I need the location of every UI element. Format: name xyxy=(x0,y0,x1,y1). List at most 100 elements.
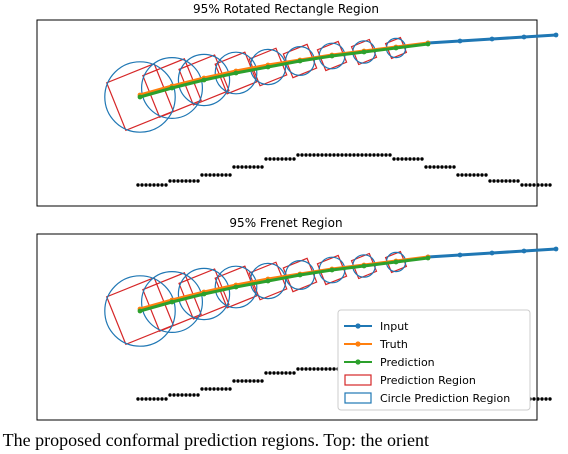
top-boundary-point xyxy=(144,183,148,187)
top-boundary-point xyxy=(268,157,272,161)
bottom-circle-region xyxy=(214,265,258,309)
bottom-boundary-point xyxy=(320,367,324,371)
top-boundary-point xyxy=(512,179,516,183)
top-boundary-point xyxy=(368,153,372,157)
top-boundary-point xyxy=(416,157,420,161)
bottom-boundary-point xyxy=(168,393,172,397)
bottom-boundary-point xyxy=(328,367,332,371)
bottom-boundary-point xyxy=(544,397,548,401)
top-boundary-point xyxy=(380,153,384,157)
bottom-point-prediction xyxy=(393,259,399,265)
bottom-boundary-point xyxy=(332,367,336,371)
top-boundary-point xyxy=(168,179,172,183)
top-boundary-point xyxy=(424,165,428,169)
bottom-boundary-point xyxy=(192,393,196,397)
bottom-rectangle-region xyxy=(282,257,318,293)
legend-input: Input xyxy=(344,320,409,333)
top-panel-axes xyxy=(36,19,538,207)
top-boundary-point xyxy=(348,153,352,157)
top-boundary-point xyxy=(324,153,328,157)
top-boundary-point xyxy=(316,153,320,157)
top-boundary-point xyxy=(352,153,356,157)
top-boundary-point xyxy=(428,165,432,169)
top-point-prediction xyxy=(265,64,271,70)
bottom-boundary-point xyxy=(304,367,308,371)
top-boundary-point xyxy=(188,179,192,183)
top-boundary-point xyxy=(196,179,200,183)
bottom-boundary-point xyxy=(208,387,212,391)
bottom-boundary-point xyxy=(276,371,280,375)
legend-prediction-region-label: Prediction Region xyxy=(380,374,476,387)
top-boundary-point xyxy=(296,153,300,157)
bottom-point-prediction xyxy=(329,267,335,273)
top-point-prediction xyxy=(233,70,239,76)
top-point-prediction xyxy=(169,85,175,91)
bottom-point-prediction xyxy=(361,263,367,269)
bottom-point-input xyxy=(553,246,559,252)
top-boundary-point xyxy=(164,183,168,187)
top-boundary-point xyxy=(500,179,504,183)
top-circle-region xyxy=(214,51,258,95)
top-boundary-point xyxy=(184,179,188,183)
legend-box xyxy=(337,309,531,411)
top-boundary-point xyxy=(420,157,424,161)
legend-prediction-region: Prediction Region xyxy=(344,374,476,387)
top-boundary-point xyxy=(360,153,364,157)
top-boundary-point xyxy=(364,153,368,157)
bottom-boundary-point xyxy=(216,387,220,391)
top-circle-region xyxy=(177,53,231,107)
top-boundary-point xyxy=(468,173,472,177)
top-boundary-point xyxy=(216,173,220,177)
bottom-boundary-point xyxy=(212,387,216,391)
bottom-boundary-point xyxy=(196,393,200,397)
top-boundary-point xyxy=(336,153,340,157)
top-series-prediction xyxy=(139,42,429,99)
bottom-point-prediction xyxy=(297,272,303,278)
bottom-boundary-point xyxy=(144,397,148,401)
legend-circle-region: Circle Prediction Region xyxy=(344,392,510,405)
top-boundary-point xyxy=(136,183,140,187)
bottom-series-prediction xyxy=(139,256,429,313)
top-boundary-point xyxy=(288,157,292,161)
top-boundary-point xyxy=(308,153,312,157)
figure-caption: . The proposed conformal prediction regi… xyxy=(0,430,429,450)
bottom-boundary-point xyxy=(268,371,272,375)
top-boundary-point xyxy=(372,153,376,157)
bottom-point-prediction xyxy=(169,299,175,305)
bottom-boundary-point xyxy=(148,397,152,401)
top-boundary-point xyxy=(156,183,160,187)
bottom-point-input xyxy=(457,252,463,258)
bottom-boundary-point xyxy=(292,371,296,375)
top-boundary-point xyxy=(548,183,552,187)
bottom-boundary-point xyxy=(172,393,176,397)
legend: Input Truth Prediction Prediction Region… xyxy=(337,309,531,411)
top-boundary-point xyxy=(172,179,176,183)
bottom-boundary-point xyxy=(324,367,328,371)
bottom-boundary-point xyxy=(160,397,164,401)
top-boundary-point xyxy=(304,153,308,157)
top-boundary-point xyxy=(444,165,448,169)
bottom-boundary-point xyxy=(532,397,536,401)
top-boundary-point xyxy=(452,165,456,169)
top-circle-region xyxy=(141,56,204,119)
bottom-boundary-point xyxy=(288,371,292,375)
bottom-boundary-point xyxy=(256,379,260,383)
top-boundary-point xyxy=(240,165,244,169)
top-boundary-point xyxy=(220,173,224,177)
top-boundary-point xyxy=(472,173,476,177)
top-boundary-point xyxy=(344,153,348,157)
bottom-boundary-point xyxy=(248,379,252,383)
top-boundary-point xyxy=(260,165,264,169)
top-boundary-point xyxy=(224,173,228,177)
bottom-boundary-point xyxy=(296,367,300,371)
top-boundary-point xyxy=(292,157,296,161)
top-boundary-point xyxy=(396,157,400,161)
top-boundary-point xyxy=(180,179,184,183)
legend-circle-region-label: Circle Prediction Region xyxy=(380,392,510,405)
bottom-point-prediction xyxy=(233,284,239,290)
bottom-boundary-point xyxy=(308,367,312,371)
top-boundary-point xyxy=(300,153,304,157)
legend-truth-label: Truth xyxy=(379,338,408,351)
top-boundary-point xyxy=(532,183,536,187)
top-point-prediction xyxy=(425,41,431,47)
